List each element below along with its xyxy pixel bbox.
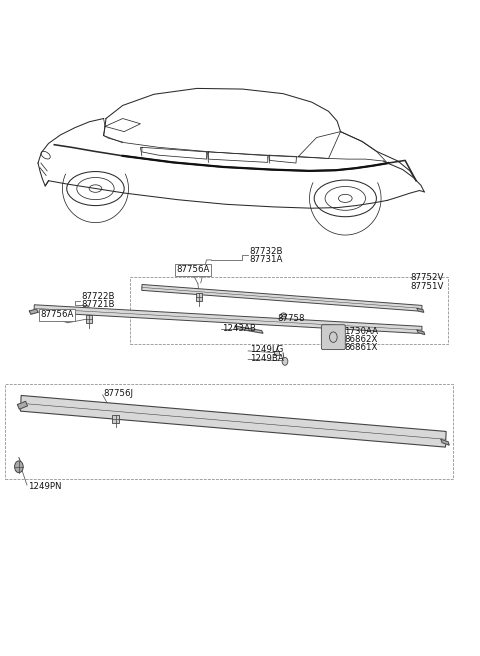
Polygon shape xyxy=(17,401,27,409)
Bar xyxy=(130,277,448,344)
Text: 87758: 87758 xyxy=(277,314,305,323)
Text: 86862X: 86862X xyxy=(344,335,378,344)
Text: 1243AB: 1243AB xyxy=(222,323,256,333)
Polygon shape xyxy=(441,440,449,445)
Text: 1249BA: 1249BA xyxy=(250,354,283,363)
Circle shape xyxy=(282,358,288,365)
Text: 87756J: 87756J xyxy=(104,389,133,398)
Text: 87752V: 87752V xyxy=(410,273,444,282)
Polygon shape xyxy=(29,309,38,314)
Text: 87731A: 87731A xyxy=(250,255,283,264)
Bar xyxy=(86,315,92,323)
Text: 87722B: 87722B xyxy=(81,292,115,301)
Bar xyxy=(112,415,119,423)
Text: 1249PN: 1249PN xyxy=(28,482,62,491)
FancyBboxPatch shape xyxy=(322,325,345,350)
Text: 87721B: 87721B xyxy=(81,300,115,309)
Text: 87751V: 87751V xyxy=(410,281,444,291)
Bar xyxy=(196,293,203,302)
Text: 1730AA: 1730AA xyxy=(344,327,378,337)
Polygon shape xyxy=(417,330,425,335)
Ellipse shape xyxy=(281,313,287,317)
Bar xyxy=(275,351,279,355)
Polygon shape xyxy=(417,308,424,312)
Text: 1249LG: 1249LG xyxy=(250,345,283,354)
Bar xyxy=(5,384,453,479)
Polygon shape xyxy=(34,305,422,333)
Text: 87756A: 87756A xyxy=(177,265,210,274)
Text: 87756A: 87756A xyxy=(40,310,74,319)
Circle shape xyxy=(14,461,23,473)
Polygon shape xyxy=(235,326,263,333)
Text: 86861X: 86861X xyxy=(344,343,378,352)
Text: 87732B: 87732B xyxy=(250,247,283,256)
Polygon shape xyxy=(142,285,422,312)
Polygon shape xyxy=(21,396,446,447)
